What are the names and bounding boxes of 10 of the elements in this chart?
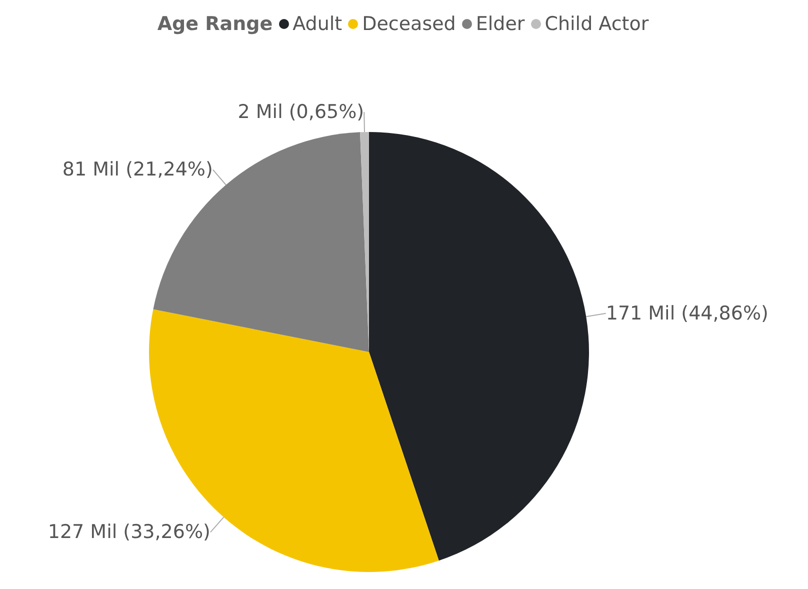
legend-label: Adult bbox=[292, 13, 342, 35]
data-label: 171 Mil (44,86%) bbox=[606, 302, 768, 324]
legend-label: Child Actor bbox=[544, 13, 649, 35]
data-label: 2 Mil (0,65%) bbox=[238, 101, 364, 124]
data-label: 81 Mil (21,24%) bbox=[62, 158, 213, 181]
data-label: 127 Mil (33,26%) bbox=[48, 521, 210, 544]
pie-slice bbox=[369, 132, 589, 561]
legend-label: Elder bbox=[476, 13, 525, 35]
legend-title: Age Range bbox=[157, 13, 273, 35]
legend-label: Deceased bbox=[362, 13, 456, 35]
